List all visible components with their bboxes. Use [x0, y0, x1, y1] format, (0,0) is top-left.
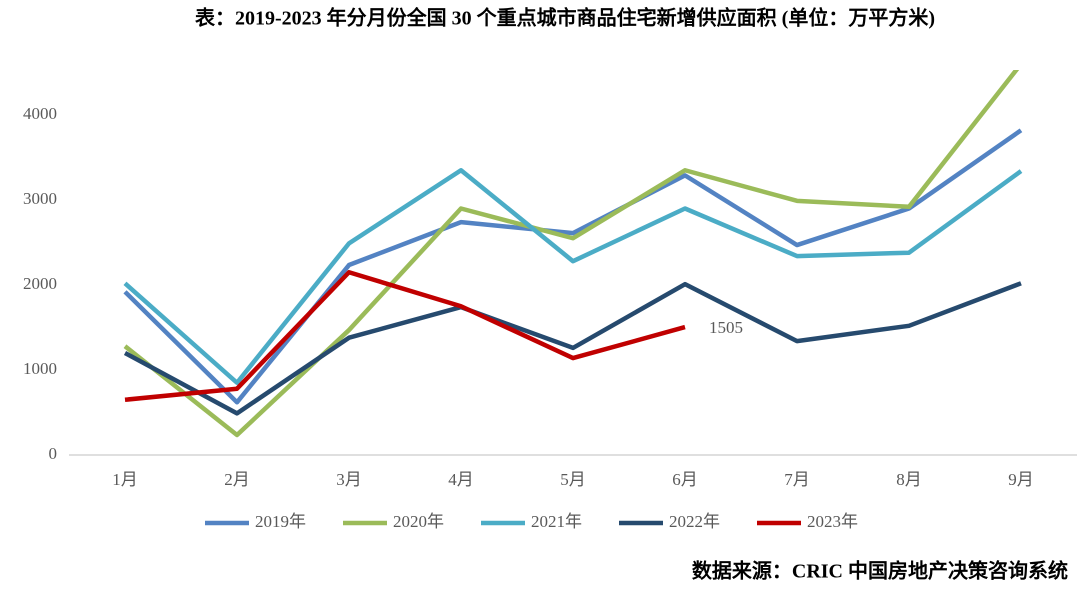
x-tick-label: 4月	[448, 470, 474, 489]
x-tick-label: 5月	[560, 470, 586, 489]
legend-label: 2023年	[807, 512, 858, 531]
x-tick-label: 6月	[672, 470, 698, 489]
x-tick-label: 7月	[784, 470, 810, 489]
x-tick-label: 1月	[112, 470, 138, 489]
series-line	[123, 281, 1022, 416]
series-line	[123, 128, 1023, 405]
legend-label: 2020年	[393, 512, 444, 531]
x-tick-label: 9月	[1008, 470, 1034, 489]
chart-title: 表：2019-2023 年分月份全国 30 个重点城市商品住宅新增供应面积 (单…	[195, 6, 935, 30]
series-line	[124, 270, 686, 402]
y-tick-label: 3000	[23, 189, 57, 208]
data-label: 1505	[709, 318, 743, 337]
x-tick-label: 8月	[896, 470, 922, 489]
y-tick-label: 0	[49, 444, 58, 463]
plot-area	[123, 70, 1023, 438]
x-tick-label: 2月	[224, 470, 250, 489]
series-line	[123, 168, 1023, 385]
legend-label: 2022年	[669, 512, 720, 531]
series-line	[123, 70, 1020, 438]
legend-label: 2019年	[255, 512, 306, 531]
legend-label: 2021年	[531, 512, 582, 531]
x-tick-label: 3月	[336, 470, 362, 489]
y-tick-label: 4000	[23, 104, 57, 123]
y-tick-label: 1000	[23, 359, 57, 378]
source: 数据来源：CRIC 中国房地产决策咨询系统	[692, 559, 1068, 583]
y-tick-label: 2000	[23, 274, 57, 293]
